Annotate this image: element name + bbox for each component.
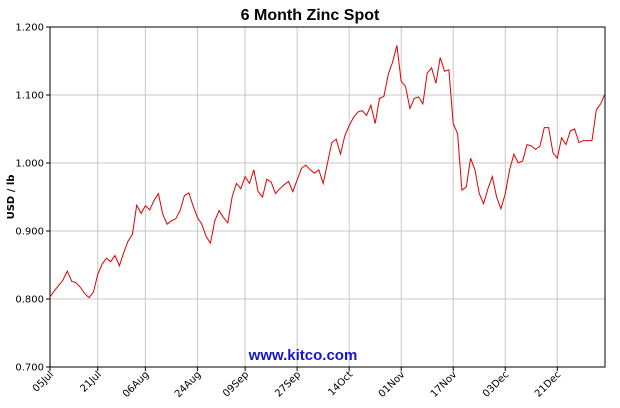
x-tick-label: 01Nov xyxy=(377,369,408,400)
x-tick-label: 09Sep xyxy=(221,369,251,399)
grid-lines xyxy=(50,27,605,367)
x-axis-ticks: 05Jul 21Jul 06Aug 24Aug 09Sep 27Sep 14Oct 01Nov… xyxy=(31,367,563,400)
plot-frame xyxy=(49,26,606,368)
y-tick-label: 1.200 xyxy=(15,23,44,34)
x-tick-label: 03Dec xyxy=(481,369,511,399)
x-tick-label: 21Dec xyxy=(533,369,563,399)
y-tick-label: 0.800 xyxy=(15,295,44,306)
x-tick-label: 06Aug xyxy=(121,369,152,400)
chart-title: 6 Month Zinc Spot xyxy=(241,7,380,24)
y-tick-label: 0.900 xyxy=(15,227,44,238)
y-axis-label: USD / lb xyxy=(6,175,17,220)
zinc-price-line xyxy=(49,45,606,299)
x-tick-label: 21Jul xyxy=(79,369,104,394)
y-tick-label: 1.000 xyxy=(15,159,44,170)
x-tick-label: 14Oct xyxy=(326,369,355,398)
x-tick-label: 27Sep xyxy=(273,369,303,399)
x-tick-label: 24Aug xyxy=(173,369,204,400)
x-tick-label: 17Nov xyxy=(429,369,460,400)
y-tick-label: 1.100 xyxy=(15,91,44,102)
y-tick-label: 0.700 xyxy=(15,363,44,374)
watermark: www.kitco.com xyxy=(248,347,358,364)
y-axis-ticks: 0.700 0.800 0.900 1.000 1.100 1.200 xyxy=(15,23,50,374)
